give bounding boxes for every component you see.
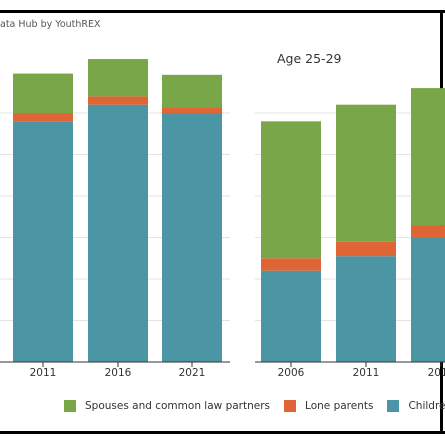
- x-tick-label-p2-2006: 2006: [278, 367, 305, 379]
- bar-p2-2016-spouses-and-common-law-partners: [411, 88, 445, 226]
- bar-p1-2011-spouses-and-common-law-partners: [13, 73, 73, 113]
- bar-p2-2006-spouses-and-common-law-partners: [261, 121, 321, 259]
- bar-p1-2011-children: [13, 121, 73, 362]
- bar-p1-2011-lone-parents: [13, 113, 73, 122]
- x-tick-label-p1-2011: 2011: [30, 367, 57, 379]
- x-tick-label-p1-2016: 2016: [105, 367, 132, 379]
- bar-p1-2021-spouses-and-common-law-partners: [162, 74, 222, 109]
- chart-legend: Spouses and common law partners Lone par…: [64, 400, 445, 412]
- source-credit: ata Hub by YouthREX: [0, 19, 101, 30]
- legend-item-children: Children: [387, 400, 445, 412]
- panel-title-age-25-29: Age 25-29: [277, 51, 342, 66]
- legend-item-spouses: Spouses and common law partners: [64, 400, 270, 412]
- bar-p1-2016-spouses-and-common-law-partners: [88, 59, 148, 97]
- x-tick-label-p1-2021: 2021: [179, 367, 206, 379]
- bar-p1-2021-children: [162, 113, 222, 362]
- bar-p2-2006-children: [261, 270, 321, 362]
- bar-p2-2011-spouses-and-common-law-partners: [336, 104, 396, 242]
- bar-p1-2021-lone-parents: [162, 108, 222, 113]
- bar-p2-2016-lone-parents: [411, 225, 445, 238]
- bar-p1-2016-lone-parents: [88, 96, 148, 105]
- frame-top-border: [0, 10, 445, 13]
- legend-item-lone-parents: Lone parents: [284, 400, 373, 412]
- x-tick-label-p2-2011: 2011: [353, 367, 380, 379]
- legend-label-lone-parents: Lone parents: [305, 400, 374, 412]
- bar-p1-2016-children: [88, 104, 148, 362]
- legend-label-children: Children: [408, 400, 445, 412]
- legend-swatch-spouses: [64, 400, 76, 412]
- legend-swatch-lone-parents: [284, 400, 297, 412]
- bar-p2-2016-children: [411, 237, 445, 362]
- bar-p2-2011-children: [336, 256, 396, 362]
- bar-p2-2011-lone-parents: [336, 241, 396, 257]
- frame-bottom-border: [0, 431, 445, 434]
- legend-label-spouses: Spouses and common law partners: [85, 400, 271, 412]
- bar-p2-2006-lone-parents: [261, 258, 321, 271]
- x-tick-label-p2-2016: 2016: [428, 367, 445, 379]
- legend-swatch-children: [387, 400, 400, 412]
